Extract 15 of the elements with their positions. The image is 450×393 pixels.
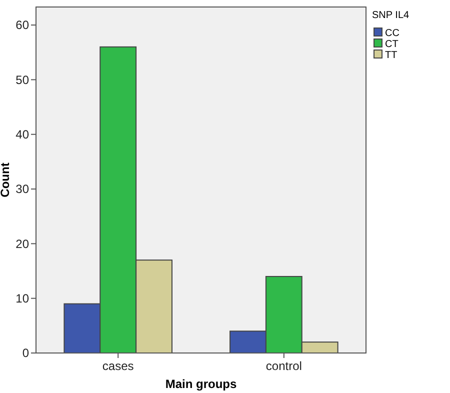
y-tick-label: 0: [22, 346, 30, 360]
legend-label: CC: [385, 28, 400, 39]
y-tick-label: 40: [16, 128, 30, 142]
y-tick-label: 50: [16, 72, 30, 87]
y-axis-title: Count: [0, 162, 12, 198]
legend-label: CT: [385, 39, 398, 50]
x-axis-title: Main groups: [165, 377, 237, 391]
y-tick-label: 60: [16, 18, 30, 32]
legend-title: SNP IL4: [372, 10, 410, 21]
legend-label: TT: [385, 50, 398, 61]
x-tick-label: cases: [102, 359, 134, 373]
y-tick-label: 20: [16, 236, 30, 251]
x-tick-label: control: [266, 359, 302, 373]
y-tick-label: 10: [16, 292, 30, 306]
y-tick-label: 30: [16, 182, 30, 196]
